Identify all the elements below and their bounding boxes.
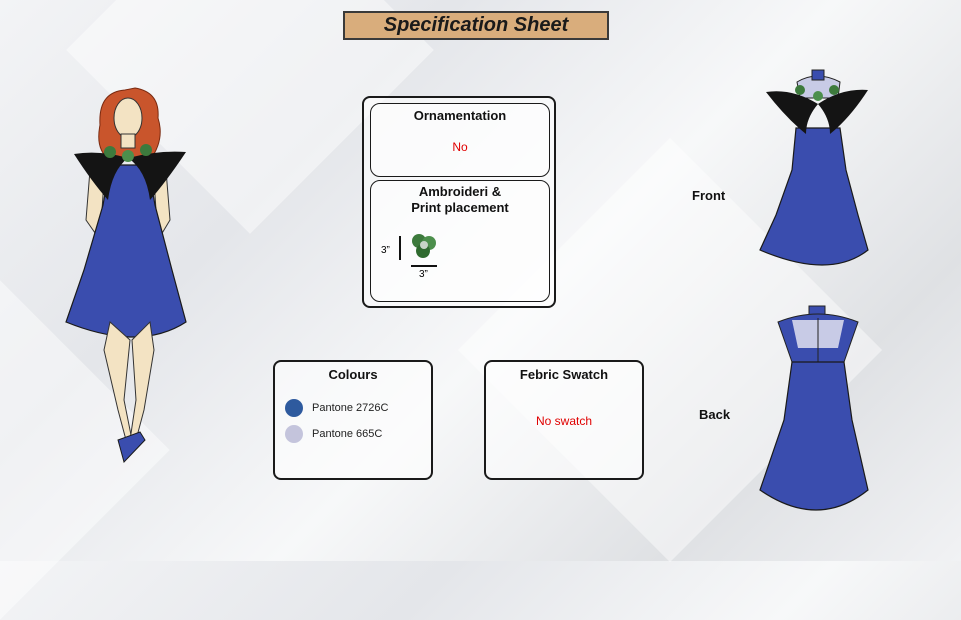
height-dimension-line	[399, 236, 401, 260]
ornamentation-value: No	[452, 140, 468, 154]
colour-swatch-dot	[285, 425, 303, 443]
ornamentation-heading: Ornamentation	[413, 108, 507, 123]
width-dimension: 3”	[419, 269, 428, 280]
width-dimension-line	[411, 265, 437, 267]
back-view-label: Back	[699, 407, 731, 422]
colour-name: Pantone 2726C	[312, 402, 389, 414]
colour-item: Pantone 665C	[285, 425, 382, 443]
ornamentation-section: Ornamentation No	[370, 103, 550, 177]
fabric-value: No swatch	[535, 414, 593, 428]
colour-name: Pantone 665C	[312, 428, 383, 440]
colour-item: Pantone 2726C	[285, 399, 388, 417]
title-banner: Specification Sheet	[343, 11, 609, 40]
background-facet	[0, 280, 170, 620]
placement-heading-line1: Ambroideri &	[418, 184, 502, 199]
colours-card: Colours Pantone 2726C Pantone 665C	[273, 360, 433, 480]
placement-heading-line2: Print placement	[411, 200, 509, 215]
fabric-swatch-card: Febric Swatch No swatch	[484, 360, 644, 480]
colour-swatch-dot	[285, 399, 303, 417]
colours-heading: Colours	[328, 367, 378, 382]
placement-section: Ambroideri & Print placement 3” 3”	[370, 180, 550, 302]
height-dimension: 3”	[381, 245, 390, 256]
embroidery-motif-icon	[412, 234, 436, 258]
ornamentation-card: Ornamentation No Ambroideri & Print plac…	[362, 96, 556, 308]
front-view-label: Front	[692, 188, 726, 203]
fabric-heading: Febric Swatch	[519, 367, 609, 382]
